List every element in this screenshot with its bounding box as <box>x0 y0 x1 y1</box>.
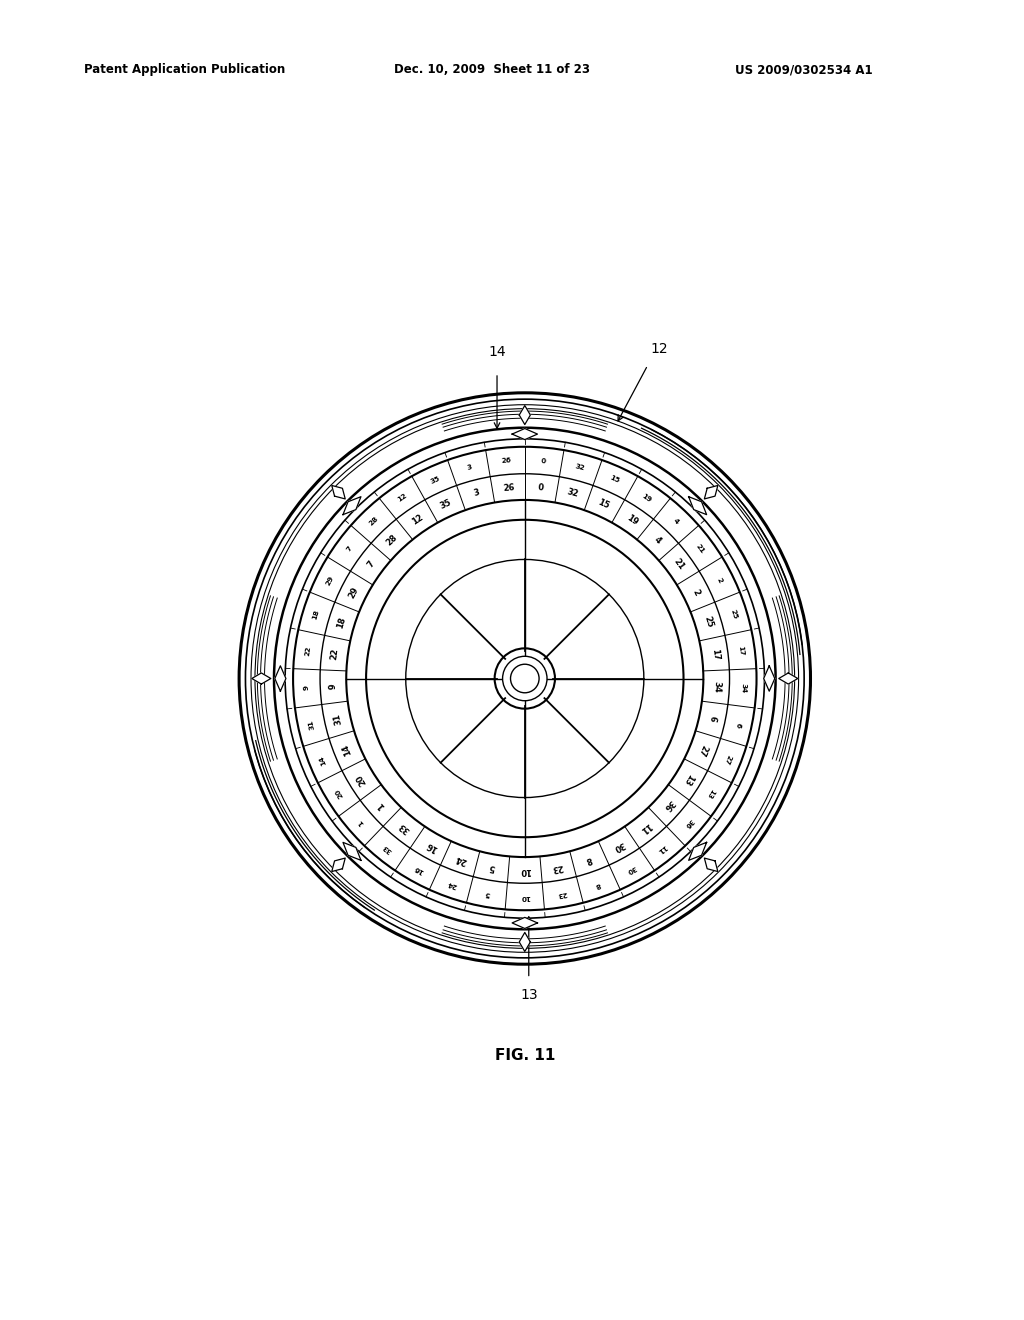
Polygon shape <box>252 673 270 684</box>
Text: 6: 6 <box>734 721 741 727</box>
Text: 2: 2 <box>690 587 701 597</box>
Text: 28: 28 <box>385 533 399 548</box>
Text: 3: 3 <box>467 463 473 471</box>
Text: 4: 4 <box>652 535 663 545</box>
Text: 35: 35 <box>438 498 453 511</box>
Text: 14: 14 <box>488 345 506 359</box>
Polygon shape <box>764 665 775 692</box>
Text: 7: 7 <box>345 545 353 553</box>
Text: Dec. 10, 2009  Sheet 11 of 23: Dec. 10, 2009 Sheet 11 of 23 <box>394 63 590 77</box>
Text: 29: 29 <box>347 585 360 599</box>
Text: 15: 15 <box>609 475 621 484</box>
Polygon shape <box>332 486 345 499</box>
Text: 18: 18 <box>336 615 347 630</box>
Text: 30: 30 <box>611 840 626 853</box>
Text: 23: 23 <box>551 862 563 873</box>
Circle shape <box>503 656 547 701</box>
Text: 12: 12 <box>396 492 409 503</box>
Text: 8: 8 <box>585 854 593 865</box>
Text: 33: 33 <box>382 843 393 854</box>
Text: 31: 31 <box>307 719 315 730</box>
Polygon shape <box>689 842 707 861</box>
Text: 16: 16 <box>424 840 438 853</box>
Text: 28: 28 <box>368 515 380 527</box>
Text: 24: 24 <box>446 880 458 888</box>
Text: 27: 27 <box>696 743 709 758</box>
Polygon shape <box>343 496 360 515</box>
Text: 34: 34 <box>739 682 746 693</box>
Text: 29: 29 <box>325 574 335 586</box>
Text: 10: 10 <box>519 866 530 875</box>
Text: 17: 17 <box>710 648 720 660</box>
Text: 20: 20 <box>334 787 344 799</box>
Text: 5: 5 <box>488 862 496 873</box>
Text: 17: 17 <box>737 645 744 656</box>
Text: 22: 22 <box>305 645 312 656</box>
Text: 9: 9 <box>329 684 338 690</box>
Text: 0: 0 <box>538 483 545 492</box>
Text: 13: 13 <box>681 772 695 787</box>
Text: 36: 36 <box>683 817 694 829</box>
Text: 25: 25 <box>729 609 738 620</box>
Text: 13: 13 <box>706 787 716 799</box>
Text: 14: 14 <box>341 743 353 758</box>
Text: 14: 14 <box>317 754 327 766</box>
Text: 8: 8 <box>594 880 601 888</box>
Polygon shape <box>705 486 718 499</box>
Polygon shape <box>779 673 798 684</box>
Text: 0: 0 <box>541 458 546 465</box>
Text: 23: 23 <box>556 890 567 898</box>
Text: 2: 2 <box>716 577 724 583</box>
Text: FIG. 11: FIG. 11 <box>495 1048 555 1063</box>
Polygon shape <box>343 842 360 861</box>
Text: 33: 33 <box>397 821 412 834</box>
Text: 34: 34 <box>712 681 721 693</box>
Polygon shape <box>512 429 538 440</box>
Polygon shape <box>512 917 538 928</box>
Polygon shape <box>519 405 530 425</box>
Text: 27: 27 <box>723 754 732 766</box>
Text: 3: 3 <box>473 488 480 498</box>
Text: 18: 18 <box>311 609 321 620</box>
Text: 4: 4 <box>672 517 680 525</box>
Text: 13: 13 <box>520 987 538 1002</box>
Text: 22: 22 <box>330 648 340 660</box>
Text: 12: 12 <box>651 342 669 355</box>
Text: Patent Application Publication: Patent Application Publication <box>84 63 286 77</box>
Polygon shape <box>332 858 345 871</box>
Text: 35: 35 <box>429 475 440 484</box>
Text: 19: 19 <box>641 492 653 503</box>
Text: 11: 11 <box>638 821 652 834</box>
Text: 15: 15 <box>597 498 611 511</box>
Text: 25: 25 <box>702 615 714 630</box>
Text: 32: 32 <box>566 487 580 499</box>
Text: 5: 5 <box>485 890 490 898</box>
Text: 26: 26 <box>501 458 512 465</box>
Text: 1: 1 <box>357 818 365 826</box>
Text: 26: 26 <box>503 483 515 492</box>
Text: 30: 30 <box>626 865 637 874</box>
Text: 11: 11 <box>656 843 668 854</box>
Text: 31: 31 <box>332 713 343 726</box>
Text: 36: 36 <box>662 797 676 813</box>
Text: 16: 16 <box>413 865 424 874</box>
Text: 9: 9 <box>304 685 310 690</box>
Polygon shape <box>274 665 286 692</box>
Text: 10: 10 <box>520 894 529 900</box>
Text: 21: 21 <box>695 543 706 554</box>
Text: 32: 32 <box>574 463 586 471</box>
Text: 7: 7 <box>366 560 376 569</box>
Text: 19: 19 <box>625 512 639 527</box>
Polygon shape <box>689 496 707 515</box>
Text: 6: 6 <box>708 715 717 723</box>
Text: US 2009/0302534 A1: US 2009/0302534 A1 <box>735 63 872 77</box>
Text: 1: 1 <box>376 800 386 810</box>
Text: 21: 21 <box>672 557 686 572</box>
Text: 12: 12 <box>410 512 425 527</box>
Text: 24: 24 <box>454 853 468 866</box>
Text: 20: 20 <box>354 772 369 787</box>
Polygon shape <box>519 932 530 952</box>
Polygon shape <box>705 858 718 871</box>
